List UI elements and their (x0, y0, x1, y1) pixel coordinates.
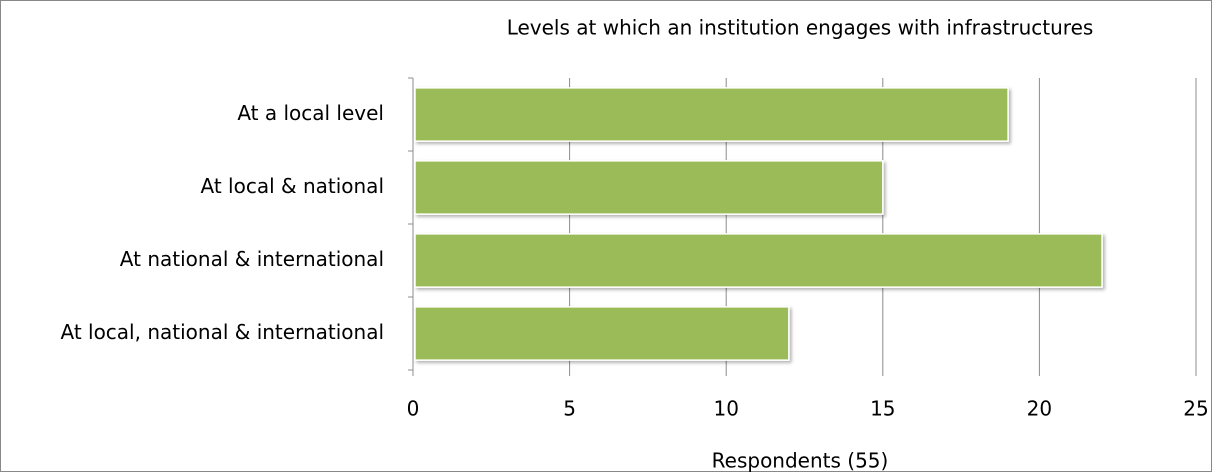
bar (414, 160, 884, 215)
x-tick-label: 25 (1183, 397, 1208, 421)
chart-title: Levels at which an institution engages w… (507, 16, 1094, 40)
y-tick-label: At a local level (237, 101, 384, 125)
x-tick-label: 0 (407, 397, 420, 421)
bar (414, 306, 790, 361)
x-tick-label: 10 (713, 397, 738, 421)
x-tick-label: 20 (1027, 397, 1052, 421)
x-tick-label: 15 (870, 397, 895, 421)
bar (414, 87, 1009, 142)
y-tick-label: At local, national & international (60, 320, 384, 344)
bar (414, 233, 1103, 288)
y-tick-label: At national & international (120, 247, 384, 271)
x-tick-label: 5 (563, 397, 576, 421)
y-tick-label: At local & national (201, 174, 385, 198)
x-axis-label: Respondents (55) (712, 449, 889, 472)
